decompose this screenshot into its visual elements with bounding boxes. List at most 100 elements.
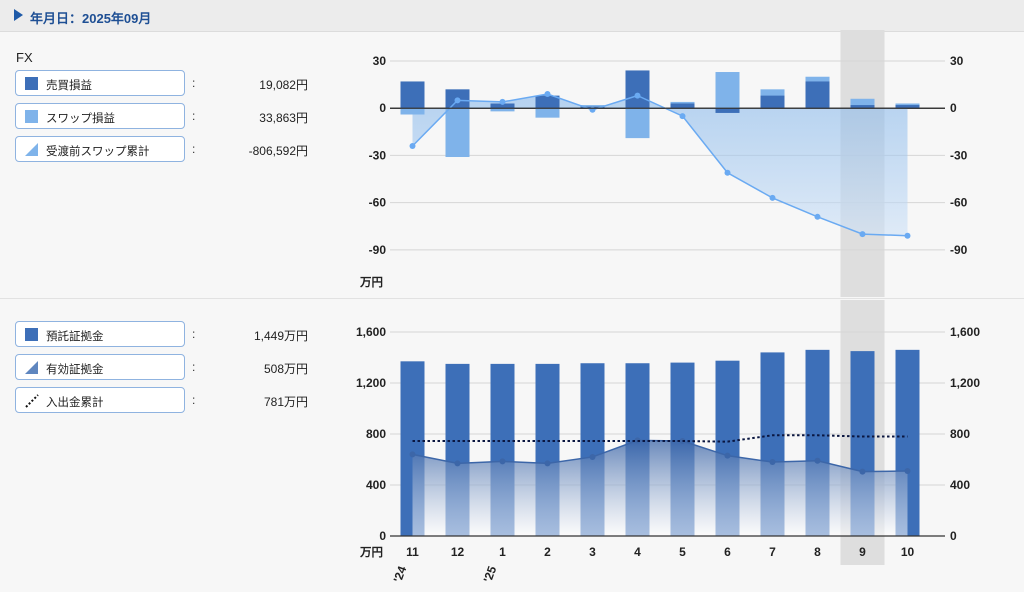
swap-cumulative-point <box>454 97 461 104</box>
trading-pl-bar <box>850 105 875 109</box>
trading-pl-bar <box>400 81 425 109</box>
cash-flow-cumulative-line <box>412 434 908 443</box>
legend-label: 入出金累計 <box>46 397 104 409</box>
x-tick-label: 4 <box>634 545 641 559</box>
swap-pl-bar <box>400 108 425 115</box>
effective-margin-point <box>589 453 596 460</box>
swap-cumulative-point <box>724 169 731 176</box>
legend-trading-pl[interactable]: 売買損益 <box>15 70 185 96</box>
swap-cumulative-point <box>499 98 506 105</box>
dark-square-icon <box>25 77 38 90</box>
x-tick-label: 10 <box>901 545 915 559</box>
legend-deposit-margin[interactable]: 預託証拠金 <box>15 321 185 347</box>
colon: : <box>192 76 196 90</box>
x-tick-label: 6 <box>724 545 731 559</box>
trading-pl-bar <box>490 103 515 109</box>
trading-pl-bar <box>715 108 740 113</box>
x-tick-label: 7 <box>769 545 776 559</box>
dark-square-icon <box>25 328 38 341</box>
y-tick-label-right: 1,600 <box>950 325 980 339</box>
y-tick-label-left: -60 <box>369 196 387 210</box>
colon: : <box>192 109 196 123</box>
y-tick-label-left: 800 <box>366 427 386 441</box>
swap-cumulative-point <box>814 213 821 220</box>
x-tick-label: 1 <box>499 545 506 559</box>
colon: : <box>192 393 196 407</box>
y-tick-label-left: 1,200 <box>356 376 386 390</box>
trading-pl-bar <box>535 95 560 109</box>
light-square-icon <box>25 110 38 123</box>
legend-value: 508万円 <box>263 362 308 376</box>
y-tick-label-left: 0 <box>379 529 386 543</box>
swap-cumulative-point <box>544 91 551 98</box>
y-tick-label-right: 1,200 <box>950 376 980 390</box>
effective-margin-point <box>904 467 911 474</box>
swap-pl-bar <box>490 108 515 112</box>
y-tick-label-left: -90 <box>369 243 387 257</box>
swap-cumulative-point <box>904 232 911 239</box>
page-header: 年月日：2025年09月 <box>0 0 1024 32</box>
effective-margin-point <box>814 457 821 464</box>
effective-margin-point <box>769 459 776 466</box>
effective-margin-point <box>409 451 416 458</box>
page-title: 年月日：2025年09月 <box>30 11 152 26</box>
swap-cumulative-point <box>769 194 776 201</box>
effective-margin-point <box>454 460 461 467</box>
y-tick-label-left: 1,600 <box>356 325 386 339</box>
swap-cumulative-point <box>679 113 686 120</box>
trading-pl-bar <box>670 103 695 109</box>
y-tick-label-left: 400 <box>366 478 386 492</box>
swap-pl-bar <box>850 98 875 109</box>
x-tick-label: 3 <box>589 545 596 559</box>
legend-label: 受渡前スワップ累計 <box>46 146 150 158</box>
y-tick-label-left: 0 <box>379 101 386 115</box>
legend-value: -806,592円 <box>248 144 308 158</box>
x-tick-label: 5 <box>679 545 686 559</box>
fx-section-label: FX <box>16 50 33 65</box>
effective-margin-point <box>544 460 551 467</box>
effective-margin-point <box>859 468 866 475</box>
legend-value: 33,863円 <box>259 111 308 125</box>
area-triangle-icon <box>25 361 38 374</box>
swap-pl-bar <box>625 108 650 139</box>
y-tick-label-right: -30 <box>950 148 968 162</box>
legend-label: スワップ損益 <box>46 113 115 125</box>
y-tick-label-left: -30 <box>369 148 387 162</box>
swap-pl-bar <box>445 108 470 158</box>
year-label: '25 <box>481 564 500 584</box>
legend-effective-margin[interactable]: 有効証拠金 <box>15 354 185 380</box>
legend-value: 19,082円 <box>259 78 308 92</box>
dotted-line-icon <box>25 394 39 408</box>
legend-cash-flow-cumulative[interactable]: 入出金累計 <box>15 387 185 413</box>
y-axis-unit: 万円 <box>359 546 383 559</box>
trading-pl-bar <box>760 95 785 109</box>
colon: : <box>192 142 196 156</box>
y-tick-label-right: 800 <box>950 427 970 441</box>
legend-label: 売買損益 <box>46 80 92 92</box>
year-label: '24 <box>391 564 410 584</box>
y-tick-label-right: 30 <box>950 54 964 68</box>
y-axis-unit: 万円 <box>359 276 383 289</box>
swap-cumulative-area <box>412 94 908 236</box>
legend-value: 781万円 <box>263 395 308 409</box>
legend-swap-cumulative[interactable]: 受渡前スワップ累計 <box>15 136 185 162</box>
legend-swap-pl[interactable]: スワップ損益 <box>15 103 185 129</box>
colon: : <box>192 327 196 341</box>
legend-label: 有効証拠金 <box>46 364 104 376</box>
x-tick-label: 12 <box>451 545 465 559</box>
swap-pl-bar <box>535 108 560 118</box>
triangle-right-icon <box>14 9 23 21</box>
x-tick-label: 8 <box>814 545 821 559</box>
swap-cumulative-line <box>411 93 908 237</box>
colon: : <box>192 360 196 374</box>
effective-margin-area <box>412 440 908 536</box>
trading-pl-bar <box>625 70 650 109</box>
swap-cumulative-point <box>634 92 641 99</box>
trading-pl-bar <box>805 81 830 109</box>
fx-chart: 30 30 0 0 -30 -30 -60 -60 -90 -90 万円 <box>359 30 968 297</box>
y-tick-label-right: 0 <box>950 529 957 543</box>
area-triangle-icon <box>25 143 38 156</box>
legend-value: 1,449万円 <box>253 329 308 343</box>
